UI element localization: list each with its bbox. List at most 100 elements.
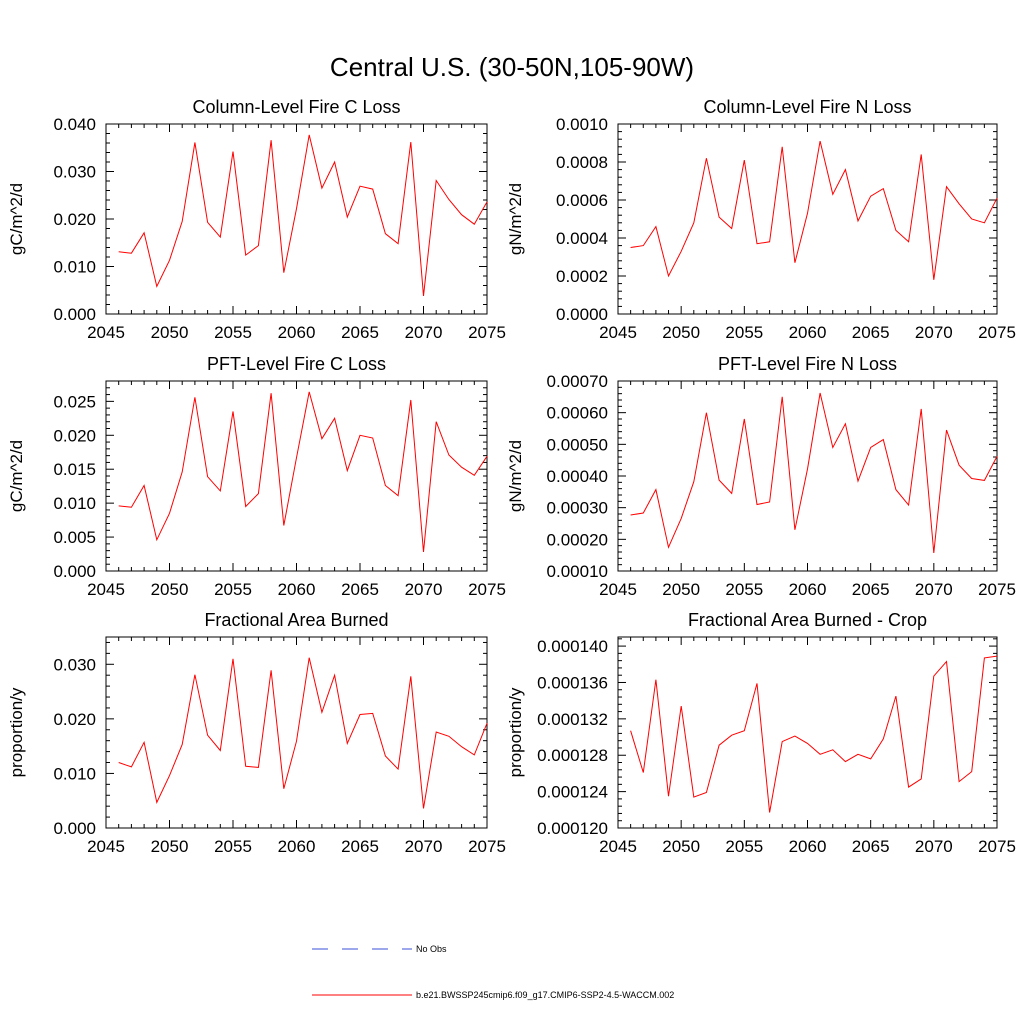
x-tick-label: 2045 xyxy=(599,580,637,599)
x-tick-label: 2055 xyxy=(214,580,252,599)
panel-6: 2045 2050 2055 2060 2065 2070 2075 0.000120 0.00… xyxy=(506,610,1016,856)
x-tick-label: 2070 xyxy=(405,837,443,856)
y-tick-label: 0.000128 xyxy=(537,746,608,765)
x-tick-label: 2045 xyxy=(599,323,637,342)
plot-frame xyxy=(105,636,488,829)
y-tick-label: 0.00060 xyxy=(547,404,608,423)
plot-frame xyxy=(105,123,488,315)
y-tick-label: 0.005 xyxy=(53,528,96,547)
y-axis-label: proportion/y xyxy=(506,687,525,777)
x-tick-label: 2070 xyxy=(915,580,953,599)
series-line xyxy=(630,655,998,813)
x-tick-label: 2075 xyxy=(978,323,1016,342)
y-tick-label: 0.0002 xyxy=(556,267,608,286)
y-tick-label: 0.000 xyxy=(53,819,96,838)
x-tick-label: 2050 xyxy=(662,323,700,342)
y-tick-label: 0.00010 xyxy=(547,562,608,581)
y-tick-label: 0.0008 xyxy=(556,153,608,172)
panel-2: 2045 2050 2055 2060 2065 2070 2075 0.0000 0.0002… xyxy=(506,97,1016,342)
y-tick-label: 0.000124 xyxy=(537,783,608,802)
x-tick-label: 2050 xyxy=(151,837,189,856)
x-tick-label: 2060 xyxy=(789,837,827,856)
y-axis-label: gN/m^2/d xyxy=(506,183,525,255)
x-tick-label: 2055 xyxy=(725,580,763,599)
x-tick-label: 2070 xyxy=(405,580,443,599)
x-tick-label: 2065 xyxy=(852,837,890,856)
plot-frame xyxy=(617,636,998,829)
panel-title: PFT-Level Fire C Loss xyxy=(207,354,386,374)
y-tick-label: 0.020 xyxy=(53,210,96,229)
x-tick-label: 2055 xyxy=(725,323,763,342)
x-tick-label: 2075 xyxy=(978,837,1016,856)
x-tick-label: 2070 xyxy=(405,323,443,342)
y-tick-label: 0.000140 xyxy=(537,637,608,656)
y-tick-label: 0.030 xyxy=(53,163,96,182)
plot-frame xyxy=(617,380,998,572)
panel-title: PFT-Level Fire N Loss xyxy=(718,354,897,374)
x-tick-label: 2075 xyxy=(468,837,506,856)
series-line xyxy=(630,140,998,280)
y-tick-label: 0.0010 xyxy=(556,115,608,134)
legend-label-no-obs: No Obs xyxy=(416,944,447,954)
panel-title: Fractional Area Burned xyxy=(204,610,388,630)
series-line xyxy=(118,134,488,296)
panel-title: Column-Level Fire C Loss xyxy=(192,97,400,117)
x-tick-label: 2070 xyxy=(915,837,953,856)
y-tick-label: 0.000 xyxy=(53,562,96,581)
panel-title: Fractional Area Burned - Crop xyxy=(688,610,927,630)
panel-1: 2045 2050 2055 2060 2065 2070 2075 0.000 0.010 0.… xyxy=(7,97,506,342)
y-tick-label: 0.020 xyxy=(53,426,96,445)
x-tick-label: 2055 xyxy=(214,837,252,856)
x-tick-label: 2045 xyxy=(87,837,125,856)
y-tick-label: 0.010 xyxy=(53,494,96,513)
y-tick-label: 0.025 xyxy=(53,392,96,411)
panel-title: Column-Level Fire N Loss xyxy=(703,97,911,117)
y-tick-label: 0.000 xyxy=(53,305,96,324)
x-tick-label: 2070 xyxy=(915,323,953,342)
y-tick-label: 0.000120 xyxy=(537,819,608,838)
x-tick-label: 2065 xyxy=(341,837,379,856)
x-tick-label: 2065 xyxy=(341,580,379,599)
legend-label-model-run: b.e21.BWSSP245cmip6.f09_g17.CMIP6-SSP2-4… xyxy=(416,990,674,1000)
y-tick-label: 0.00030 xyxy=(547,499,608,518)
x-tick-label: 2045 xyxy=(599,837,637,856)
x-tick-label: 2045 xyxy=(87,323,125,342)
panel-4: 2045 2050 2055 2060 2065 2070 2075 0.00010 0.000… xyxy=(506,354,1016,599)
plot-frame xyxy=(105,380,488,572)
x-tick-label: 2075 xyxy=(978,580,1016,599)
y-tick-label: 0.015 xyxy=(53,460,96,479)
figure-title: Central U.S. (30-50N,105-90W) xyxy=(330,52,694,82)
panel-3: 2045 2050 2055 2060 2065 2070 2075 0.000 0.005 0.… xyxy=(7,354,506,599)
y-tick-label: 0.020 xyxy=(53,710,96,729)
x-tick-label: 2075 xyxy=(468,580,506,599)
x-tick-label: 2055 xyxy=(725,837,763,856)
y-tick-label: 0.000136 xyxy=(537,673,608,692)
y-axis-label: gN/m^2/d xyxy=(506,440,525,512)
x-tick-label: 2050 xyxy=(662,837,700,856)
x-tick-label: 2060 xyxy=(278,837,316,856)
y-tick-label: 0.0006 xyxy=(556,191,608,210)
y-tick-label: 0.030 xyxy=(53,655,96,674)
y-tick-label: 0.00040 xyxy=(547,467,608,486)
y-tick-label: 0.00070 xyxy=(547,372,608,391)
y-tick-label: 0.00050 xyxy=(547,435,608,454)
panels: 2045 2050 2055 2060 2065 2070 2075 0.000 0.010 0.… xyxy=(7,97,1016,856)
x-tick-label: 2065 xyxy=(852,323,890,342)
y-axis-label: gC/m^2/d xyxy=(7,440,26,512)
series-line xyxy=(118,657,488,809)
y-axis-label: gC/m^2/d xyxy=(7,183,26,255)
x-tick-label: 2075 xyxy=(468,323,506,342)
x-tick-label: 2050 xyxy=(151,323,189,342)
y-axis-label: proportion/y xyxy=(7,687,26,777)
y-tick-label: 0.0004 xyxy=(556,229,608,248)
y-tick-label: 0.040 xyxy=(53,115,96,134)
y-tick-label: 0.0000 xyxy=(556,305,608,324)
series-line xyxy=(630,392,998,554)
x-tick-label: 2045 xyxy=(87,580,125,599)
x-tick-label: 2050 xyxy=(662,580,700,599)
plot-frame xyxy=(617,123,998,315)
x-tick-label: 2060 xyxy=(278,580,316,599)
series-line xyxy=(118,391,488,553)
legend: No Obs b.e21.BWSSP245cmip6.f09_g17.CMIP6… xyxy=(312,944,674,1000)
